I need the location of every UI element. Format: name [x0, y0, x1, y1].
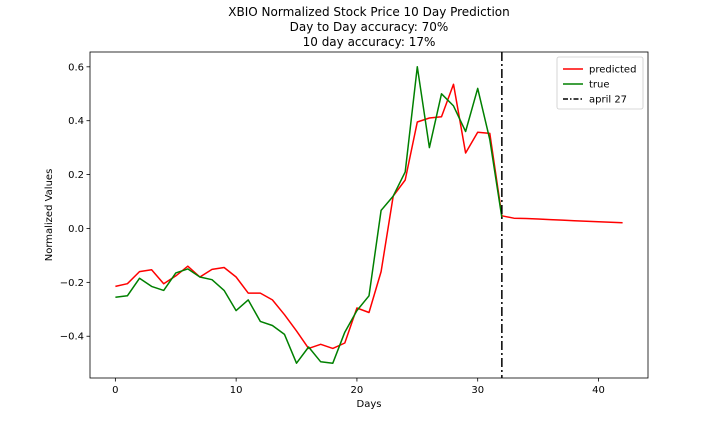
axes-frame: [89, 51, 649, 379]
y-axis-label: Normalized Values: [44, 169, 55, 262]
title-line-2: 10 day accuracy: 17%: [303, 35, 436, 49]
x-tick-label: 40: [592, 385, 605, 396]
y-tick-label: 0.6: [68, 62, 84, 73]
axes: [89, 51, 649, 379]
legend-label: predicted: [589, 65, 636, 76]
series-line-true: [115, 66, 503, 364]
x-tick-label: 10: [230, 385, 243, 396]
y-tick-label: 0.4: [68, 116, 84, 127]
y-tick-label: 0.2: [68, 170, 84, 181]
title-line-0: XBIO Normalized Stock Price 10 Day Predi…: [228, 5, 509, 19]
plot-area: [115, 52, 623, 378]
y-tick-label: 0.0: [68, 224, 84, 235]
x-axis-label: Days: [357, 399, 382, 410]
legend-label: true: [589, 80, 610, 91]
legend-label: april 27: [589, 95, 627, 106]
legend-box: [556, 56, 644, 110]
series-line-predicted: [115, 83, 623, 350]
y-tick-label: −0.2: [60, 278, 84, 289]
legend: predicted true april 27: [556, 56, 644, 110]
x-tick-label: 20: [351, 385, 364, 396]
x-axis: 0 10 20 30 40: [112, 378, 605, 396]
chart-title: XBIO Normalized Stock Price 10 Day Predi…: [228, 5, 509, 49]
y-tick-label: −0.4: [60, 332, 84, 343]
x-tick-label: 30: [471, 385, 484, 396]
x-tick-label: 0: [112, 385, 118, 396]
title-line-1: Day to Day accuracy: 70%: [290, 20, 449, 34]
y-axis: −0.4 −0.2 0.0 0.2 0.4 0.6: [60, 62, 90, 343]
